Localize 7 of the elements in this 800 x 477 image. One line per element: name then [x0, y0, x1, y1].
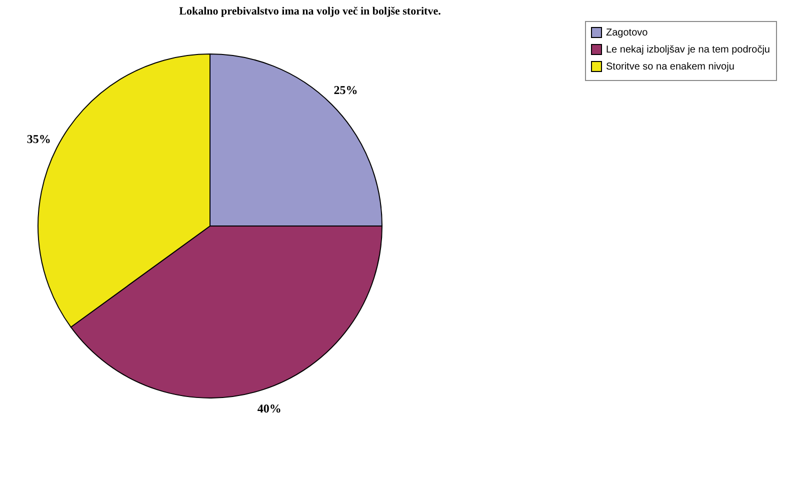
- data-label: 25%: [334, 83, 358, 98]
- chart-title: Lokalno prebivalstvo ima na voljo več in boljše storitve.: [179, 6, 442, 18]
- legend-label: Le nekaj izboljšav je na tem področju: [606, 44, 770, 56]
- legend-label: Storitve so na enakem nivoju: [606, 62, 734, 72]
- legend-label: Zagotovo: [606, 28, 648, 38]
- data-label: 40%: [257, 402, 282, 416]
- data-label: 35%: [26, 132, 51, 146]
